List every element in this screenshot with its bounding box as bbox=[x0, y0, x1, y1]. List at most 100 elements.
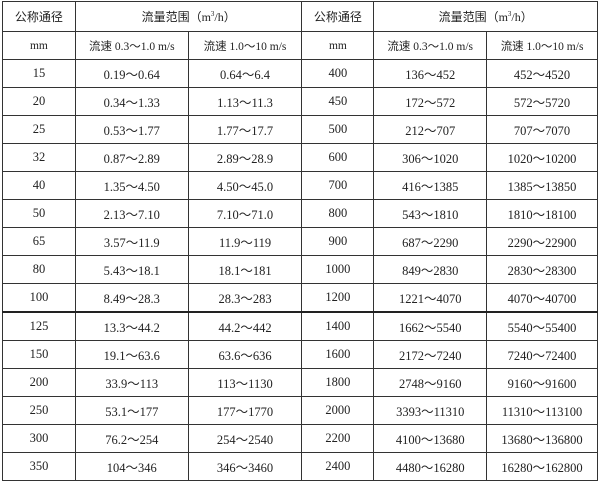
dn-left-cell: 25 bbox=[2, 115, 76, 144]
table-row: 40 1.35～4.50 4.50～45.0 700 416～1385 1385～1385… bbox=[2, 171, 598, 200]
dn-left-cell: 40 bbox=[2, 171, 76, 200]
speed-low-right: 流速 0.3～1.0 m/s bbox=[373, 31, 488, 60]
dn-left-cell: 300 bbox=[2, 424, 76, 453]
flow-header-left: 流量范围（m3/h） bbox=[74, 1, 303, 32]
dn-left-cell: 15 bbox=[2, 59, 76, 88]
flow-high-right-cell: 572～5720 bbox=[486, 87, 598, 116]
flow-low-left-cell: 5.43～18.1 bbox=[74, 255, 189, 284]
flow-high-right-cell: 13680～136800 bbox=[486, 424, 598, 453]
dn-right-cell: 700 bbox=[301, 171, 375, 200]
flow-low-left-cell: 1.35～4.50 bbox=[74, 171, 189, 200]
header-row: 公称通径 流量范围（m3/h） 公称通径 流量范围（m3/h） bbox=[2, 1, 598, 32]
dn-right-cell: 900 bbox=[301, 227, 375, 256]
dn-left-cell: 250 bbox=[2, 396, 76, 425]
flow-low-right-cell: 172～572 bbox=[373, 87, 488, 116]
flow-high-right-cell: 1810～18100 bbox=[486, 199, 598, 228]
flow-high-left-cell: 1.13～11.3 bbox=[187, 87, 303, 116]
dn-left-cell: 50 bbox=[2, 199, 76, 228]
dn-left-cell: 20 bbox=[2, 87, 76, 116]
table-row: 150 19.1～63.6 63.6～636 1600 2172～7240 7240～72… bbox=[2, 340, 598, 369]
flow-high-left-cell: 7.10～71.0 bbox=[187, 199, 303, 228]
flow-high-right-cell: 7240～72400 bbox=[486, 340, 598, 369]
flow-low-left-cell: 8.49～28.3 bbox=[74, 283, 189, 313]
flow-low-left-cell: 33.9～113 bbox=[74, 368, 189, 397]
flow-low-right-cell: 849～2830 bbox=[373, 255, 488, 284]
speed-high-left: 流速 1.0～10 m/s bbox=[187, 31, 303, 60]
table-row: 50 2.13～7.10 7.10～71.0 800 543～1810 1810～1810… bbox=[2, 199, 598, 228]
flow-low-right-cell: 416～1385 bbox=[373, 171, 488, 200]
flow-low-left-cell: 2.13～7.10 bbox=[74, 199, 189, 228]
flow-high-right-cell: 2830～28300 bbox=[486, 255, 598, 284]
dn-left-cell: 100 bbox=[2, 283, 76, 313]
flow-low-left-cell: 3.57～11.9 bbox=[74, 227, 189, 256]
speed-high-right: 流速 1.0～10 m/s bbox=[486, 31, 598, 60]
table-row: 250 53.1～177 177～1770 2000 3393～11310 11310～1… bbox=[2, 396, 598, 425]
flow-high-left-cell: 1.77～17.7 bbox=[187, 115, 303, 144]
flow-low-right-cell: 4100～13680 bbox=[373, 424, 488, 453]
flow-label: 流量范围（m bbox=[438, 10, 508, 24]
flow-high-left-cell: 11.9～119 bbox=[187, 227, 303, 256]
table-row: 25 0.53～1.77 1.77～17.7 500 212～707 707～7070 bbox=[2, 115, 598, 144]
dn-right-cell: 1600 bbox=[301, 340, 375, 369]
table-row: 65 3.57～11.9 11.9～119 900 687～2290 2290～22900 bbox=[2, 227, 598, 256]
flow-high-left-cell: 254～2540 bbox=[187, 424, 303, 453]
flow-label-sup: 3 bbox=[210, 10, 215, 18]
dn-left-cell: 125 bbox=[2, 311, 76, 341]
flow-label-suffix: /h） bbox=[214, 10, 236, 24]
flow-low-right-cell: 1221～4070 bbox=[373, 283, 488, 313]
table-row: 300 76.2～254 254～2540 2200 4100～13680 13680～1… bbox=[2, 424, 598, 453]
flow-high-right-cell: 1385～13850 bbox=[486, 171, 598, 200]
table-row: 125 13.3～44.2 44.2～442 1400 1662～5540 5540～55… bbox=[2, 311, 598, 341]
flow-high-right-cell: 452～4520 bbox=[486, 59, 598, 88]
flow-low-left-cell: 13.3～44.2 bbox=[74, 311, 189, 341]
dn-right-cell: 400 bbox=[301, 59, 375, 88]
table-row: 200 33.9～113 113～1130 1800 2748～9160 9160～916… bbox=[2, 368, 598, 397]
flow-high-left-cell: 63.6～636 bbox=[187, 340, 303, 369]
flow-low-left-cell: 0.87～2.89 bbox=[74, 143, 189, 172]
table-row: 20 0.34～1.33 1.13～11.3 450 172～572 572～5720 bbox=[2, 87, 598, 116]
dn-right-cell: 1400 bbox=[301, 311, 375, 341]
dn-header-left: 公称通径 bbox=[2, 1, 76, 32]
dn-left-cell: 65 bbox=[2, 227, 76, 256]
flow-high-right-cell: 2290～22900 bbox=[486, 227, 598, 256]
flow-high-left-cell: 4.50～45.0 bbox=[187, 171, 303, 200]
flow-high-left-cell: 177～1770 bbox=[187, 396, 303, 425]
flow-high-left-cell: 0.64～6.4 bbox=[187, 59, 303, 88]
flow-low-right-cell: 4480～16280 bbox=[373, 452, 488, 481]
flow-high-left-cell: 28.3～283 bbox=[187, 283, 303, 313]
dn-left-cell: 200 bbox=[2, 368, 76, 397]
flow-low-left-cell: 104～346 bbox=[74, 452, 189, 481]
dn-right-cell: 1800 bbox=[301, 368, 375, 397]
flow-high-left-cell: 2.89～28.9 bbox=[187, 143, 303, 172]
dn-right-cell: 1000 bbox=[301, 255, 375, 284]
flow-low-right-cell: 2748～9160 bbox=[373, 368, 488, 397]
flow-low-left-cell: 53.1～177 bbox=[74, 396, 189, 425]
flow-low-left-cell: 0.34～1.33 bbox=[74, 87, 189, 116]
flow-low-left-cell: 0.53～1.77 bbox=[74, 115, 189, 144]
flow-high-right-cell: 4070～40700 bbox=[486, 283, 598, 313]
dn-right-cell: 450 bbox=[301, 87, 375, 116]
dn-right-cell: 2200 bbox=[301, 424, 375, 453]
dn-right-cell: 2400 bbox=[301, 452, 375, 481]
flow-high-left-cell: 44.2～442 bbox=[187, 311, 303, 341]
flow-high-right-cell: 9160～91600 bbox=[486, 368, 598, 397]
speed-low-left: 流速 0.3～1.0 m/s bbox=[74, 31, 189, 60]
dn-left-cell: 80 bbox=[2, 255, 76, 284]
dn-left-cell: 350 bbox=[2, 452, 76, 481]
flow-high-right-cell: 5540～55400 bbox=[486, 311, 598, 341]
table-row: 80 5.43～18.1 18.1～181 1000 849～2830 2830～2830… bbox=[2, 255, 598, 284]
flow-low-left-cell: 0.19～0.64 bbox=[74, 59, 189, 88]
flow-low-right-cell: 543～1810 bbox=[373, 199, 488, 228]
flow-label-suffix: /h） bbox=[511, 10, 533, 24]
dn-right-cell: 500 bbox=[301, 115, 375, 144]
flow-high-right-cell: 1020～10200 bbox=[486, 143, 598, 172]
dn-right-cell: 1200 bbox=[301, 283, 375, 313]
flow-label: 流量范围（m bbox=[141, 10, 211, 24]
flow-high-left-cell: 18.1～181 bbox=[187, 255, 303, 284]
flow-high-right-cell: 16280～162800 bbox=[486, 452, 598, 481]
subheader-row: mm 流速 0.3～1.0 m/s 流速 1.0～10 m/s mm 流速 0.… bbox=[2, 31, 598, 60]
dn-left-cell: 150 bbox=[2, 340, 76, 369]
flow-high-right-cell: 707～7070 bbox=[486, 115, 598, 144]
flow-label-sup: 3 bbox=[507, 10, 512, 18]
